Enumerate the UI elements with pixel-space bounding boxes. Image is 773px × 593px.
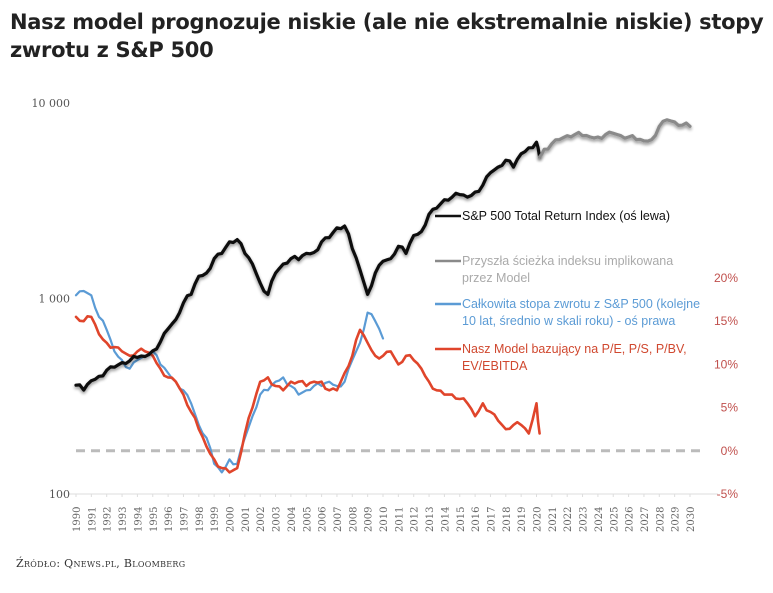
- right-y-tick-label: 0%: [721, 444, 739, 458]
- right-y-tick-label: 10%: [714, 357, 738, 371]
- axes: 1990 1991 1992 1993 1994 1995 1996 1997 1998 1999…: [32, 97, 739, 532]
- legend-item: Całkowita stopa zwrotu z S&P 500 (kolejn…: [435, 297, 700, 328]
- x-tick-label: 2009: [364, 507, 375, 532]
- x-tick-label: 2011: [394, 507, 405, 532]
- x-tick-label: 1991: [87, 507, 98, 532]
- x-tick-label: 2024: [594, 507, 605, 532]
- x-tick-label: 2019: [517, 507, 528, 532]
- series-lines: [74, 118, 692, 474]
- x-tick-label: 1998: [195, 507, 206, 532]
- series-line-implied-future-path: [538, 118, 692, 159]
- x-tick-label: 1994: [133, 507, 144, 532]
- x-tick-label: 2013: [425, 507, 436, 532]
- x-tick-label: 2007: [333, 507, 344, 532]
- x-tick-label: 2008: [348, 507, 359, 532]
- legend-label: S&P 500 Total Return Index (oś lewa): [462, 209, 670, 223]
- x-tick-label: 2018: [502, 507, 513, 532]
- x-tick-label: 2001: [241, 507, 252, 532]
- x-tick-label: 2026: [625, 507, 636, 532]
- x-tick-label: 2027: [640, 507, 651, 532]
- legend-label: Przyszła ścieżka indeksu implikowana: [462, 254, 673, 268]
- x-tick-label: 2029: [671, 507, 682, 532]
- x-tick-label: 2017: [486, 507, 497, 532]
- x-tick-label: 1992: [103, 507, 114, 532]
- series-line-sp500-total-return: [74, 140, 542, 392]
- x-tick-label: 2014: [440, 507, 451, 532]
- x-tick-label: 1995: [149, 507, 160, 532]
- right-y-tick-label: 5%: [721, 401, 739, 415]
- x-tick-label: 2005: [302, 507, 313, 532]
- x-tick-label: 2002: [256, 507, 267, 532]
- x-tick-label: 2000: [226, 507, 237, 532]
- x-tick-label: 2016: [471, 507, 482, 532]
- legend-label: Nasz Model bazujący na P/E, P/S, P/BV,: [462, 342, 687, 356]
- chart-title: Nasz model prognozuje niskie (ale nie ek…: [10, 10, 764, 62]
- x-tick-label: 2025: [609, 507, 620, 532]
- x-tick-label: 1997: [179, 507, 190, 532]
- x-tick-label: 2023: [579, 507, 590, 532]
- x-tick-label: 2003: [272, 507, 283, 532]
- legend-label: przez Model: [462, 271, 530, 285]
- source-note: Źródło: Qnews.pl, Bloomberg: [16, 557, 186, 570]
- legend-item: Przyszła ścieżka indeksu implikowana prze…: [435, 254, 673, 285]
- x-tick-label: 2012: [410, 507, 421, 532]
- x-tick-label: 2021: [548, 507, 559, 532]
- right-y-tick-label: 20%: [714, 271, 738, 285]
- legend-label: 10 lat, średnio w skali roku) - oś prawa: [462, 314, 675, 328]
- x-tick-label: 2022: [563, 507, 574, 532]
- x-tick-label: 1996: [164, 507, 175, 532]
- legend-label: Całkowita stopa zwrotu z S&P 500 (kolejn…: [462, 297, 700, 311]
- x-tick-label: 1990: [72, 507, 83, 532]
- series-line-model-forecast: [74, 315, 541, 474]
- legend-item: Nasz Model bazujący na P/E, P/S, P/BV, EV…: [435, 342, 687, 373]
- x-tick-label: 2015: [456, 507, 467, 532]
- x-tick-label: 2028: [655, 507, 666, 532]
- right-y-tick-label: 15%: [714, 314, 738, 328]
- x-tick-label: 2010: [379, 507, 390, 532]
- legend-label: EV/EBITDA: [462, 359, 528, 373]
- x-tick-label: 2030: [686, 507, 697, 532]
- left-y-tick-label: 10 000: [32, 97, 71, 110]
- legend-item: S&P 500 Total Return Index (oś lewa): [435, 209, 670, 223]
- x-tick-label: 2006: [318, 507, 329, 532]
- x-tick-label: 2020: [533, 507, 544, 532]
- legend: S&P 500 Total Return Index (oś lewa) Przy…: [435, 209, 700, 373]
- right-y-tick-label: -5%: [717, 487, 739, 501]
- left-y-tick-label: 100: [49, 488, 70, 501]
- x-tick-label: 1999: [210, 507, 221, 532]
- x-tick-label: 1993: [118, 507, 129, 532]
- series-line-realized-10y-return: [74, 289, 385, 474]
- left-y-tick-label: 1 000: [39, 293, 71, 306]
- x-tick-label: 2004: [287, 507, 298, 532]
